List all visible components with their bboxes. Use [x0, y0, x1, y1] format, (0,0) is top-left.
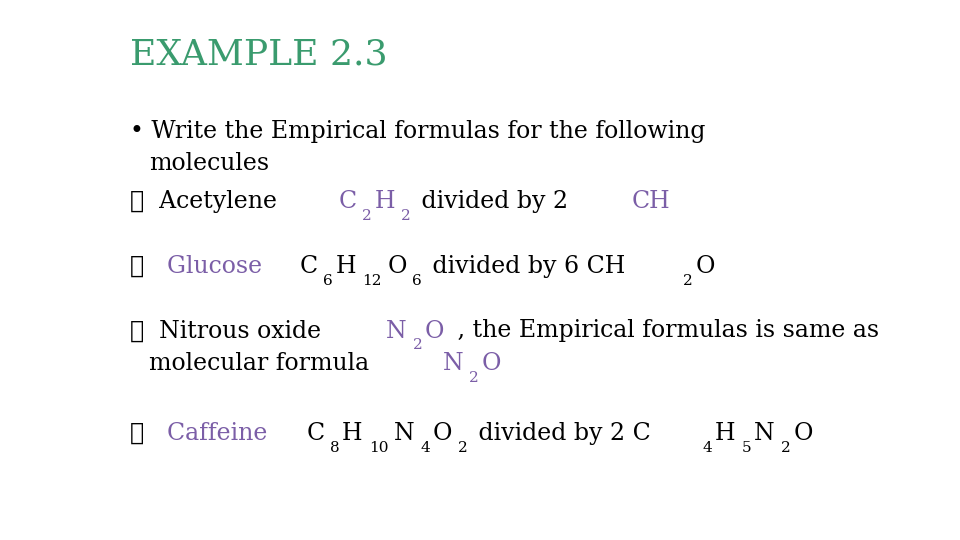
Text: EXAMPLE 2.3: EXAMPLE 2.3	[130, 38, 387, 72]
Text: N: N	[394, 422, 415, 445]
Text: H: H	[342, 422, 363, 445]
Text: 12: 12	[362, 274, 381, 288]
Text: N: N	[386, 320, 406, 342]
Text: C: C	[339, 190, 357, 213]
Text: molecules: molecules	[149, 152, 269, 175]
Text: divided by 2: divided by 2	[414, 190, 583, 213]
Text: H: H	[715, 422, 735, 445]
Text: O: O	[387, 255, 407, 278]
Text: 4: 4	[703, 441, 712, 455]
Text: C: C	[306, 422, 324, 445]
Text: 6: 6	[413, 274, 422, 288]
Text: O: O	[696, 255, 715, 278]
Text: H: H	[336, 255, 356, 278]
Text: 4: 4	[420, 441, 430, 455]
Text: O: O	[482, 352, 501, 375]
Text: O: O	[425, 320, 444, 342]
Text: 8: 8	[330, 441, 340, 455]
Text: ✓  Nitrous oxide: ✓ Nitrous oxide	[130, 320, 328, 342]
Text: 2: 2	[413, 339, 422, 353]
Text: 2: 2	[684, 274, 693, 288]
Text: 10: 10	[369, 441, 388, 455]
Text: • Write the Empirical formulas for the following: • Write the Empirical formulas for the f…	[130, 120, 705, 143]
Text: O: O	[433, 422, 452, 445]
Text: divided by 2 C: divided by 2 C	[470, 422, 651, 445]
Text: 2: 2	[780, 441, 790, 455]
Text: N: N	[755, 422, 775, 445]
Text: molecular formula: molecular formula	[149, 352, 376, 375]
Text: 2: 2	[362, 209, 372, 223]
Text: N: N	[443, 352, 463, 375]
Text: 2: 2	[469, 371, 479, 385]
Text: O: O	[793, 422, 813, 445]
Text: 6: 6	[323, 274, 333, 288]
Text: 5: 5	[742, 441, 752, 455]
Text: ✓  Acetylene: ✓ Acetylene	[130, 190, 292, 213]
Text: CH: CH	[632, 190, 670, 213]
Text: ✓: ✓	[130, 255, 158, 278]
Text: Glucose: Glucose	[167, 255, 270, 278]
Text: C: C	[300, 255, 318, 278]
Text: divided by 6 CH: divided by 6 CH	[425, 255, 625, 278]
Text: H: H	[374, 190, 396, 213]
Text: Caffeine: Caffeine	[167, 422, 276, 445]
Text: 2: 2	[401, 209, 411, 223]
Text: ✓: ✓	[130, 422, 158, 445]
Text: 2: 2	[458, 441, 468, 455]
Text: , the Empirical formulas is same as: , the Empirical formulas is same as	[450, 320, 879, 342]
